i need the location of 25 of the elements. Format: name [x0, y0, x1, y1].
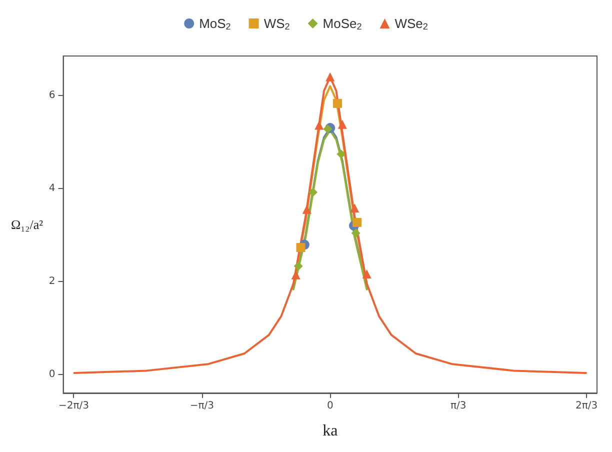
point	[352, 218, 362, 227]
y-tick-label: 6	[48, 90, 56, 102]
point	[302, 204, 312, 214]
point	[296, 243, 306, 252]
point	[332, 98, 342, 108]
x-tick-label: −π/3	[190, 400, 214, 412]
x-tick-label: 0	[326, 400, 334, 412]
x-tick-label: −2π/3	[58, 400, 89, 412]
point	[326, 72, 335, 82]
x-tick-label: π/3	[450, 400, 466, 412]
x-axis-title: ka	[322, 422, 338, 440]
point	[314, 120, 324, 130]
point	[294, 262, 303, 271]
point	[351, 228, 360, 238]
y-tick-label: 2	[48, 276, 56, 287]
y-axis-title: Ω₁₂/a²	[10, 217, 44, 232]
point	[336, 150, 346, 159]
x-tick-label: 2π/3	[575, 400, 598, 412]
point	[350, 204, 360, 212]
y-tick-label: 0	[48, 368, 56, 380]
point	[338, 120, 347, 129]
point	[323, 124, 332, 134]
point	[308, 188, 318, 197]
point	[362, 270, 372, 279]
y-tick-label: 4	[48, 182, 56, 194]
